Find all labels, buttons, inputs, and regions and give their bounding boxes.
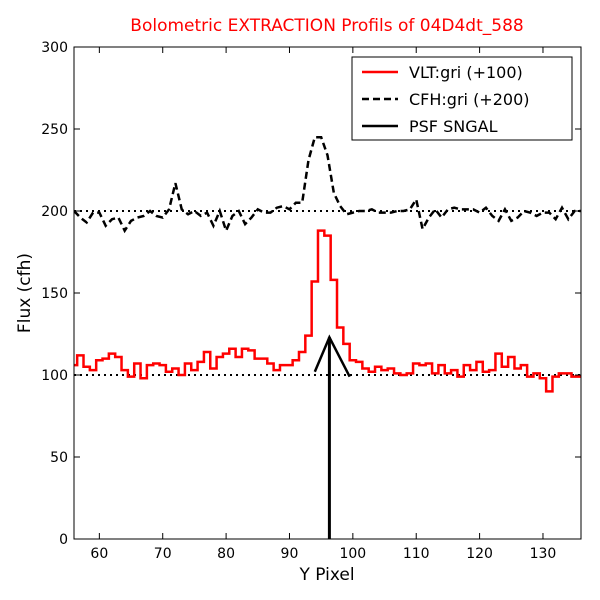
y-tick-label: 250 bbox=[41, 122, 68, 138]
x-tick-label: 100 bbox=[339, 546, 366, 562]
x-tick-label: 130 bbox=[530, 546, 557, 562]
chart-title: Bolometric EXTRACTION Profils of 04D4dt_… bbox=[130, 16, 523, 36]
series-line-1 bbox=[74, 229, 581, 393]
y-tick-label: 300 bbox=[41, 40, 68, 56]
legend: VLT:gri (+100) CFH:gri (+200) PSF SNGAL bbox=[351, 56, 573, 141]
x-axis-label: Y Pixel bbox=[298, 565, 354, 585]
y-tick-label: 50 bbox=[50, 450, 68, 466]
legend-label: CFH:gri (+200) bbox=[409, 90, 530, 109]
y-tick-label: 200 bbox=[41, 204, 68, 220]
x-tick-label: 120 bbox=[466, 546, 493, 562]
y-tick-label: 0 bbox=[59, 532, 68, 548]
x-tick-label: 60 bbox=[90, 546, 108, 562]
axis-ticks: 60 70 80 90 100 110 120 130 0 50 100 150 200 250 300 bbox=[41, 40, 581, 562]
y-tick-label: 150 bbox=[41, 286, 68, 302]
x-tick-label: 90 bbox=[281, 546, 299, 562]
x-tick-label: 110 bbox=[403, 546, 430, 562]
y-axis-label: Flux (cfh) bbox=[15, 253, 35, 333]
y-tick-label: 100 bbox=[41, 368, 68, 384]
legend-label: PSF SNGAL bbox=[409, 117, 498, 136]
legend-label: VLT:gri (+100) bbox=[409, 63, 523, 82]
x-tick-label: 80 bbox=[217, 546, 235, 562]
series-line-2 bbox=[74, 135, 581, 235]
x-tick-label: 70 bbox=[154, 546, 172, 562]
